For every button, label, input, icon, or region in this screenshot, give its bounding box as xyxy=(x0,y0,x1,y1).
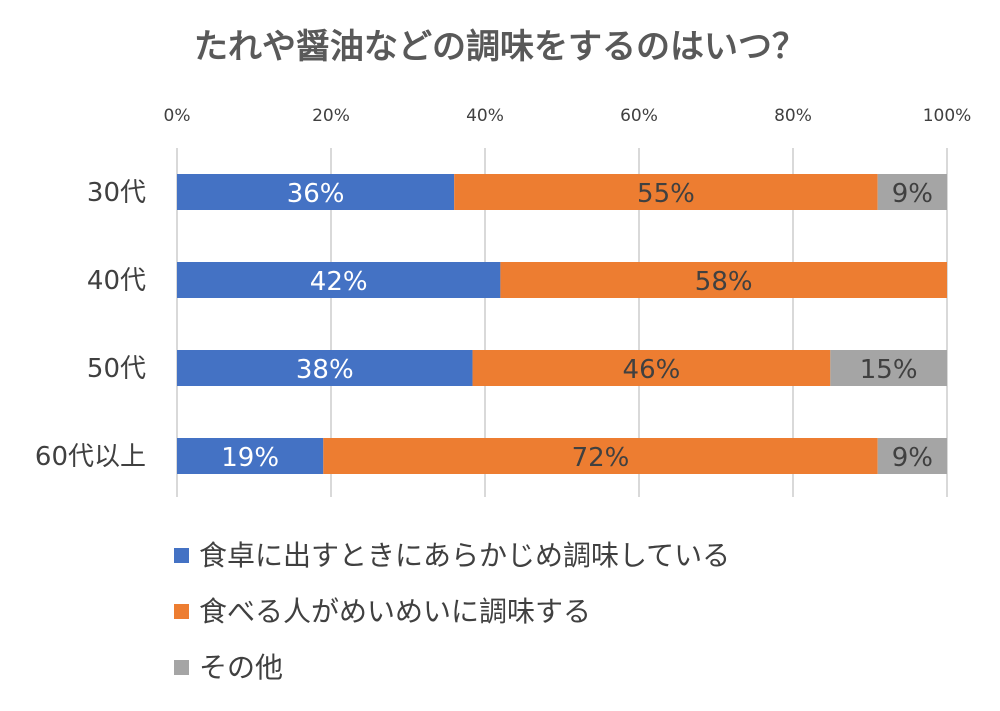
x-tick-label: 20% xyxy=(312,106,350,126)
category-label: 60代以上 xyxy=(35,442,146,472)
bar-segment xyxy=(877,438,947,474)
legend-swatch xyxy=(174,660,189,675)
category-label: 30代 xyxy=(87,178,146,208)
category-label: 40代 xyxy=(87,266,146,296)
data-label: 9% xyxy=(892,443,933,473)
chart-title: たれや醤油などの調味をするのはいつ？ xyxy=(194,27,806,67)
data-label: 38% xyxy=(296,355,354,385)
bar-segment xyxy=(177,174,455,210)
x-axis-ticks: 0% 20% 40% 60% 80% 100% xyxy=(164,106,972,126)
bar-segment xyxy=(177,438,324,474)
x-tick-label: 0% xyxy=(164,106,191,126)
legend-swatch xyxy=(174,548,189,563)
legend-label: 食卓に出すときにあらかじめ調味している xyxy=(199,539,730,572)
data-label: 15% xyxy=(860,355,918,385)
x-tick-label: 60% xyxy=(620,106,658,126)
x-tick-label: 80% xyxy=(774,106,812,126)
data-label: 55% xyxy=(637,179,695,209)
bar-segment xyxy=(500,262,947,298)
bar-segment xyxy=(177,262,501,298)
x-tick-label: 100% xyxy=(923,106,972,126)
bar-segment xyxy=(877,174,947,210)
data-label: 58% xyxy=(695,267,753,297)
legend-swatch xyxy=(174,604,189,619)
data-label: 9% xyxy=(892,179,933,209)
bar-segment xyxy=(830,350,947,386)
x-tick-label: 40% xyxy=(466,106,504,126)
bar-segment xyxy=(323,438,878,474)
category-label: 50代 xyxy=(87,354,146,384)
data-label: 72% xyxy=(572,443,630,473)
legend-label: 食べる人がめいめいに調味する xyxy=(199,595,591,628)
bar-segment xyxy=(454,174,878,210)
data-label: 19% xyxy=(221,443,279,473)
bars: 36% 55% 9% 42% 58% 38% 46% 15% 19% 72% 9% xyxy=(177,174,947,474)
data-label: 36% xyxy=(287,179,345,209)
data-label: 46% xyxy=(623,355,681,385)
bar-segment xyxy=(472,350,831,386)
legend-label: その他 xyxy=(199,651,283,684)
category-labels: 30代 40代 50代 60代以上 xyxy=(35,178,146,472)
data-label: 42% xyxy=(310,267,368,297)
bar-segment xyxy=(177,350,473,386)
